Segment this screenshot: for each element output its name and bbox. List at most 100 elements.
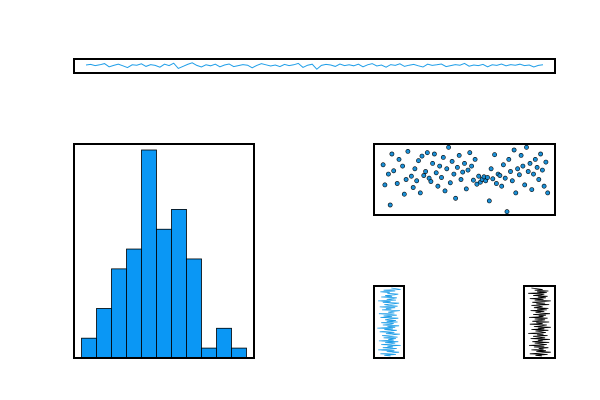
- histogram-panel: [73, 143, 255, 359]
- histogram-bar: [171, 209, 187, 359]
- scatter-point: [524, 144, 529, 150]
- scatter-point: [396, 156, 402, 162]
- scatter-point: [424, 150, 430, 156]
- scatter-point: [421, 173, 427, 178]
- scatter-point: [538, 151, 543, 157]
- scatter-point: [389, 151, 395, 157]
- scatter-point: [499, 183, 505, 189]
- scatter-point: [493, 181, 499, 186]
- histogram-bar: [141, 149, 157, 359]
- scatter-point: [405, 148, 411, 154]
- bottom-right-trace-frame: [523, 285, 556, 359]
- scatter-point: [472, 156, 478, 162]
- scatter-point: [469, 163, 474, 169]
- scatter-point: [541, 183, 547, 189]
- scatter-point: [416, 158, 421, 164]
- scatter-point: [391, 168, 397, 174]
- scatter-point: [419, 153, 425, 159]
- scatter-point: [449, 158, 455, 164]
- histogram-bar: [111, 268, 127, 359]
- scatter-point: [433, 170, 439, 176]
- scatter-point: [485, 175, 490, 180]
- scatter-point: [515, 166, 520, 172]
- scatter-point: [527, 160, 533, 166]
- top-line-frame: [73, 58, 556, 74]
- histogram-bar: [201, 347, 217, 359]
- scatter-point: [403, 177, 409, 182]
- scatter-point: [400, 163, 405, 169]
- scatter-point: [394, 181, 400, 186]
- scatter-point: [511, 147, 517, 153]
- histogram-bar: [186, 258, 202, 359]
- scatter-point: [414, 178, 420, 184]
- scatter-point: [458, 177, 464, 182]
- scatter-point: [470, 177, 476, 183]
- scatter-point: [463, 186, 469, 192]
- histogram-bar: [216, 327, 232, 359]
- scatter-point: [502, 175, 508, 181]
- scatter-point: [536, 177, 542, 182]
- histogram-bar: [231, 347, 247, 359]
- scatter-point: [430, 160, 435, 166]
- scatter-point: [509, 178, 515, 184]
- bottom-left-trace-panel: [373, 285, 405, 359]
- bottom-left-trace-frame: [373, 285, 405, 359]
- scatter-point: [467, 150, 473, 156]
- scatter-point: [474, 181, 480, 187]
- histogram-bar: [126, 248, 142, 359]
- histogram-frame: [73, 143, 255, 359]
- bottom-left-trace-series: [377, 287, 401, 357]
- scatter-point: [446, 144, 451, 150]
- scatter-point: [522, 182, 528, 188]
- scatter-point: [408, 173, 414, 179]
- scatter-point: [545, 190, 551, 196]
- scatter-point: [431, 151, 437, 157]
- scatter-point: [517, 172, 522, 178]
- top-line-panel: [73, 58, 556, 74]
- scatter-point: [454, 164, 460, 170]
- scatter-point: [508, 169, 513, 174]
- scatter-point: [476, 173, 482, 179]
- scatter-point: [529, 187, 535, 192]
- scatter-point: [428, 179, 434, 184]
- scatter-point: [492, 152, 497, 158]
- scatter-frame: [373, 143, 556, 216]
- scatter-point: [437, 163, 443, 169]
- scatter-point: [401, 191, 407, 197]
- scatter-point: [460, 169, 466, 175]
- scatter-point: [462, 160, 467, 166]
- scatter-point: [513, 190, 519, 196]
- scatter-point: [520, 163, 526, 169]
- scatter-point: [423, 169, 428, 174]
- histogram-bar: [81, 337, 97, 359]
- scatter-point: [453, 195, 458, 201]
- scatter-point: [435, 183, 441, 189]
- bottom-right-trace-series: [528, 287, 551, 357]
- scatter-point: [518, 152, 524, 158]
- scatter-point: [497, 173, 503, 178]
- scatter-point: [380, 162, 386, 168]
- scatter-point: [447, 180, 453, 186]
- scatter-point: [490, 176, 496, 182]
- scatter-point: [534, 164, 540, 170]
- scatter-point: [506, 156, 512, 162]
- scatter-point: [417, 190, 423, 196]
- scatter-point: [410, 185, 416, 190]
- scatter-point: [486, 198, 492, 204]
- scatter-point: [456, 152, 462, 158]
- scatter-panel: [373, 143, 556, 216]
- scatter-point: [385, 171, 391, 177]
- histogram-bar: [96, 308, 112, 359]
- bottom-right-trace-panel: [523, 285, 556, 359]
- scatter-point: [451, 171, 457, 177]
- scatter-point: [543, 159, 549, 165]
- scatter-point: [442, 188, 448, 194]
- scatter-point: [532, 156, 538, 162]
- scatter-point: [531, 171, 536, 177]
- scatter-point: [465, 167, 471, 173]
- scatter-point: [412, 166, 418, 172]
- scatter-point: [540, 167, 545, 173]
- scatter-point: [504, 209, 510, 215]
- scatter-point: [382, 182, 388, 188]
